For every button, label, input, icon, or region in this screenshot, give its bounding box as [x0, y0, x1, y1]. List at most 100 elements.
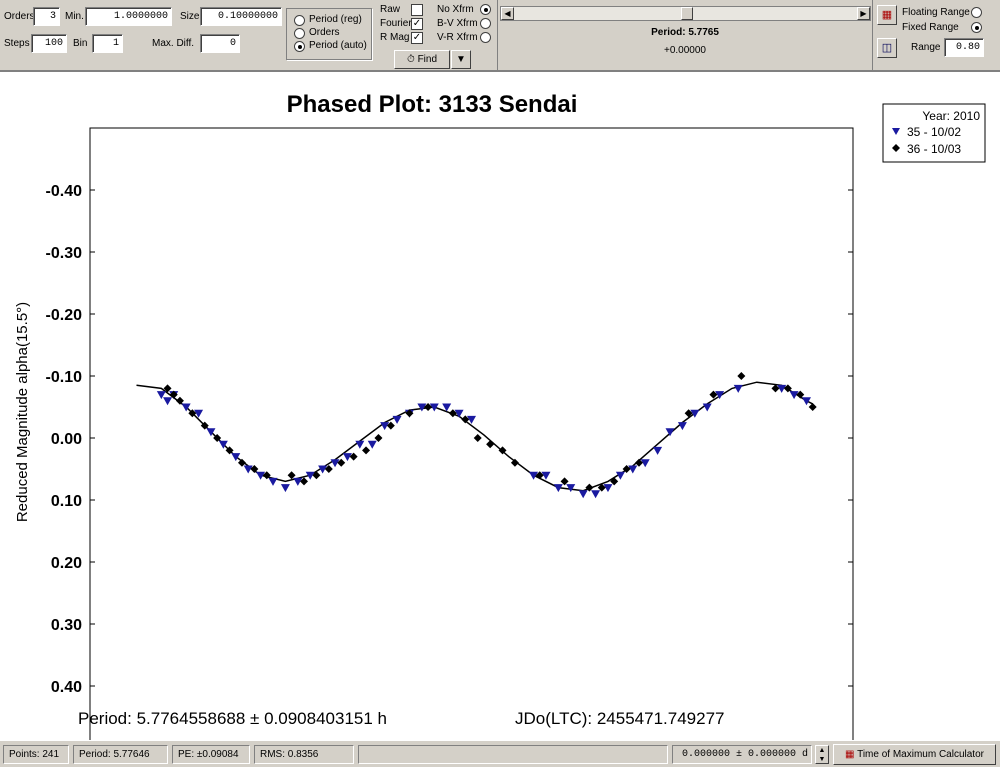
data-point-36	[560, 477, 569, 486]
data-point-35	[628, 465, 638, 474]
data-point-36	[200, 421, 209, 430]
data-point-35	[181, 403, 191, 412]
steps-field[interactable]: 100	[31, 34, 67, 53]
mode-radio-period-reg[interactable]	[294, 15, 305, 26]
find-dropdown-button[interactable]: ▼	[451, 50, 471, 69]
fixed-range-label: Fixed Range	[902, 22, 959, 33]
data-point-35	[380, 422, 390, 431]
data-point-36	[237, 458, 246, 467]
data-point-36	[213, 434, 222, 442]
data-point-35	[578, 490, 588, 499]
data-point-36	[324, 465, 333, 473]
data-point-36	[337, 458, 346, 467]
range-field[interactable]: 0.80	[944, 38, 984, 57]
data-point-35	[392, 415, 402, 424]
data-point-35	[442, 403, 452, 412]
data-point-35	[417, 403, 427, 412]
size-label: Size	[180, 11, 200, 22]
raw-checkbox[interactable]	[411, 4, 423, 16]
legend-entry-36: 36 - 10/03	[907, 142, 961, 156]
data-point-36	[300, 477, 309, 486]
mode-label-period-auto: Period (auto)	[309, 40, 367, 51]
slider-left-button[interactable]: ◀	[501, 7, 514, 20]
xfrm-radio-bv[interactable]	[480, 18, 491, 29]
mode-label-period-reg: Period (reg)	[309, 14, 362, 25]
data-point-35	[206, 428, 216, 437]
plot-area	[89, 127, 854, 740]
data-point-35	[733, 384, 743, 393]
chart-title: Phased Plot: 3133 Sendai	[287, 91, 578, 118]
data-point-35	[541, 471, 551, 480]
y-tick-label: 0.40	[51, 679, 82, 696]
data-point-35	[218, 440, 228, 449]
time-of-maximum-field[interactable]: 0.000000 ± 0.000000 d	[672, 745, 812, 764]
data-point-36	[262, 471, 271, 480]
rmag-checkbox[interactable]: ✓	[411, 32, 423, 44]
data-point-35	[615, 471, 625, 480]
data-point-36	[737, 372, 746, 380]
data-point-36	[175, 396, 184, 405]
data-point-35	[591, 490, 601, 499]
data-point-36	[349, 452, 358, 461]
data-point-36	[597, 483, 606, 492]
time-spinner[interactable]: ▲ ▼	[815, 745, 829, 764]
data-point-36	[771, 384, 780, 393]
data-point-35	[367, 440, 377, 449]
legend-diamond-icon	[892, 144, 900, 152]
graph-icon[interactable]: ▦	[877, 5, 897, 25]
data-point-35	[702, 403, 712, 412]
data-point-36	[386, 421, 395, 430]
data-point-36	[486, 440, 495, 449]
mode-radio-period-auto[interactable]	[294, 41, 305, 52]
data-point-35	[640, 459, 650, 468]
data-point-35	[801, 397, 811, 406]
size-field[interactable]: 0.10000000	[200, 7, 282, 26]
data-point-36	[510, 458, 519, 467]
range-label: Range	[911, 42, 941, 53]
min-field[interactable]: 1.0000000	[85, 7, 172, 26]
legend-box	[882, 103, 986, 163]
maxdiff-field[interactable]: 0	[200, 34, 240, 53]
phased-plot-chart: Phased Plot: 3133 Sendai -0.40 -0.30 -0.20…	[14, 91, 986, 740]
xfrm-radio-none[interactable]	[480, 4, 491, 15]
slider-thumb[interactable]	[680, 7, 693, 20]
data-point-35	[156, 391, 166, 400]
data-point-36	[622, 465, 631, 473]
floating-range-label: Floating Range	[902, 7, 970, 18]
status-pe: PE: ±0.09084	[172, 745, 250, 764]
data-point-35	[789, 391, 799, 400]
data-point-35	[163, 397, 173, 406]
book-icon[interactable]: ◫	[877, 38, 897, 58]
data-point-35	[566, 484, 576, 493]
find-button-label: Find	[417, 54, 438, 65]
floating-range-radio[interactable]	[971, 7, 982, 18]
bin-field[interactable]: 1	[92, 34, 123, 53]
data-point-36	[808, 403, 817, 411]
bin-label: Bin	[73, 38, 88, 49]
xfrm-radio-vr[interactable]	[480, 32, 491, 43]
data-point-36	[225, 446, 234, 455]
data-point-36	[250, 465, 259, 473]
orders-field[interactable]: 3	[33, 7, 60, 26]
data-point-35	[293, 477, 303, 486]
data-point-36	[312, 471, 321, 480]
orders-label: Orders	[4, 11, 35, 22]
fixed-range-radio[interactable]	[971, 22, 982, 33]
data-point-35	[231, 453, 241, 462]
data-point-35	[330, 459, 340, 468]
y-axis-ticks: -0.40 -0.30 -0.20 -0.10 0.00 0.10 0.20 0.30 0.40	[46, 183, 853, 696]
footer-period: Period: 5.7764558688 ± 0.0908403151 h	[78, 709, 387, 728]
footer-jdo: JDo(LTC): 2455471.749277	[515, 709, 725, 728]
data-point-36	[287, 471, 296, 480]
data-point-35	[454, 409, 464, 418]
find-button[interactable]: ⏱ Find	[394, 50, 450, 69]
period-readout: Period: 5.7765	[651, 27, 719, 38]
slider-right-button[interactable]: ▶	[857, 7, 870, 20]
period-slider[interactable]: ◀ ▶	[500, 6, 871, 21]
status-bar: Points: 241 Period: 5.77646 PE: ±0.09084…	[0, 740, 1000, 767]
fourier-checkbox[interactable]: ✓	[411, 18, 423, 30]
y-tick-label: 0.20	[51, 555, 82, 572]
mode-radio-orders[interactable]	[294, 28, 305, 39]
data-point-36	[610, 477, 619, 486]
time-of-maximum-calculator-button[interactable]: ▦ Time of Maximum Calculator	[833, 744, 996, 765]
